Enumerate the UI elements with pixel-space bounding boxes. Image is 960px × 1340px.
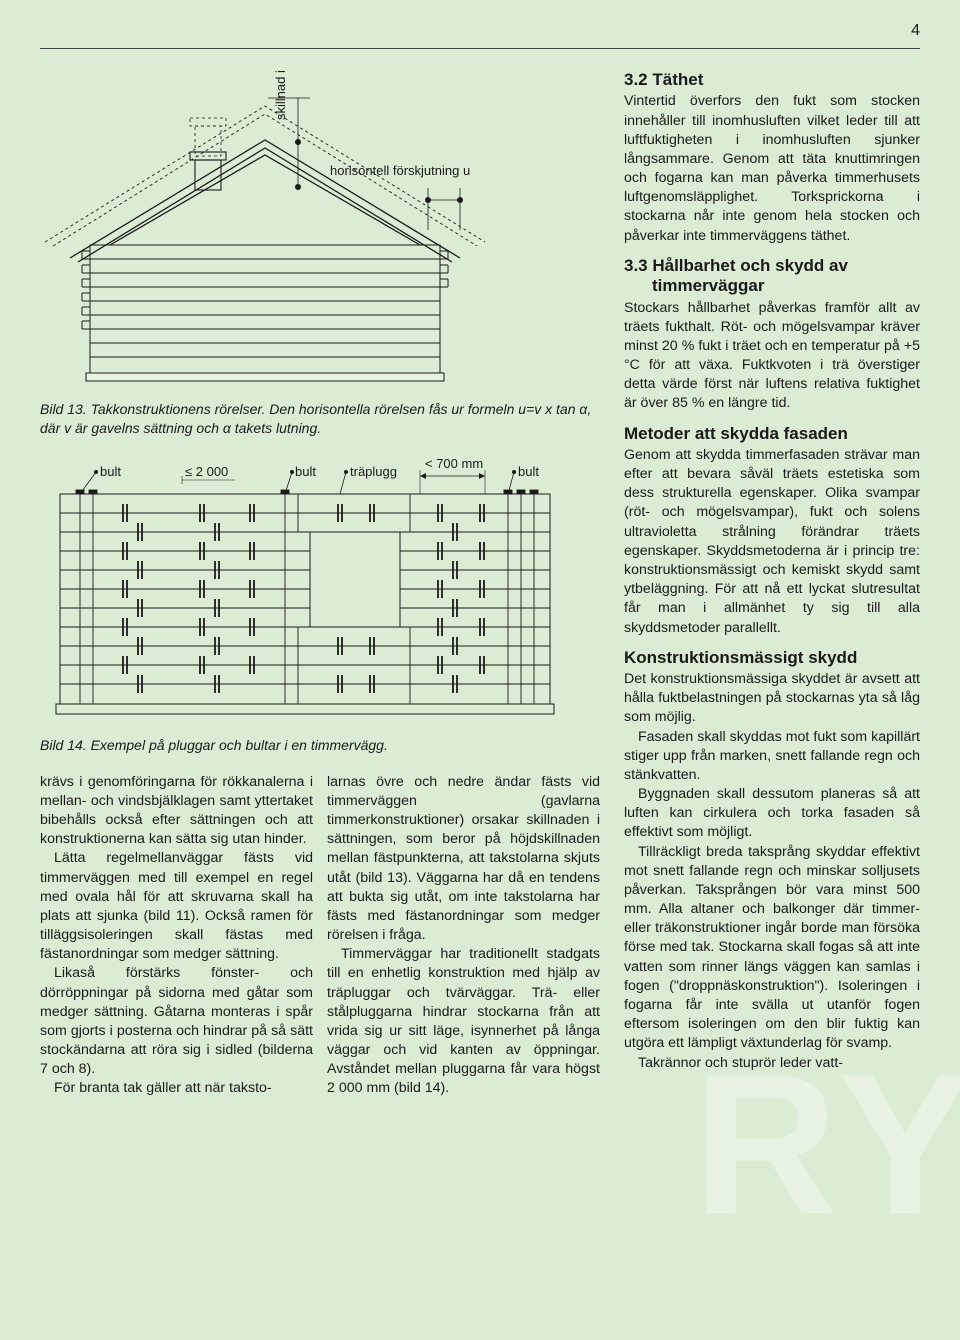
heading-3-3: 3.3 Hållbarhet och skydd av timmerväggar	[624, 256, 920, 297]
page-content: skillnad i sättning v horisontell förskj…	[40, 70, 920, 1320]
heading-konstruktion: Konstruktionsmässigt skydd	[624, 648, 920, 668]
heading-metoder: Metoder att skydda fasaden	[624, 424, 920, 444]
left-column: skillnad i sättning v horisontell förskj…	[40, 70, 600, 1320]
p: Vintertid överfors den fukt som stocken …	[624, 92, 920, 245]
p: Det konstruktionsmässiga skyddet är avse…	[624, 670, 920, 728]
caption-diagram1: Bild 13. Takkonstruktionens rörelser. De…	[40, 400, 600, 438]
label-plug: träplugg	[350, 464, 397, 479]
p: Fasaden skall skyddas mot fukt som kapil…	[624, 728, 920, 786]
bottom-text-columns: krävs i genomföringarna för rökkanalerna…	[40, 773, 600, 1099]
heading-3-2: 3.2 Täthet	[624, 70, 920, 90]
page-number: 4	[911, 22, 920, 40]
label-bult3: bult	[518, 464, 539, 479]
label-horizontal: horisontell förskjutning u	[330, 163, 470, 178]
diagram-wall: bult ≤ 2 000 bult träplugg < 700 mm bult	[40, 456, 600, 726]
p: Byggnaden skall dessutom planeras så att…	[624, 785, 920, 843]
p: Tillräckligt breda taksprång skyddar eff…	[624, 843, 920, 1054]
p: Stockars hållbarhet påverkas framför all…	[624, 299, 920, 414]
label-bult1: bult	[100, 464, 121, 479]
p: larnas övre och nedre ändar fästs vid ti…	[327, 773, 600, 946]
right-column: 3.2 Täthet Vintertid överfors den fukt s…	[624, 70, 920, 1320]
label-dim1: ≤ 2 000	[185, 464, 228, 479]
diagram-roof: skillnad i sättning v horisontell förskj…	[40, 70, 600, 390]
label-dim2: < 700 mm	[425, 456, 483, 471]
heading-line2: timmerväggar	[624, 276, 920, 296]
label-bult2: bult	[295, 464, 316, 479]
heading-line1: 3.3 Hållbarhet och skydd av	[624, 256, 848, 275]
p: Timmerväggar har traditionellt stadgats …	[327, 945, 600, 1098]
bottom-col-1: krävs i genomföringarna för rökkanalerna…	[40, 773, 313, 1099]
wall-svg: bult ≤ 2 000 bult träplugg < 700 mm bult	[40, 456, 600, 726]
p: Genom att skydda timmerfasaden strävar m…	[624, 446, 920, 638]
p: För branta tak gäller att när taksto-	[40, 1079, 313, 1098]
p: Likaså förstärks fönster- och dörröppnin…	[40, 964, 313, 1079]
bottom-col-2: larnas övre och nedre ändar fästs vid ti…	[327, 773, 600, 1099]
p: Lätta regelmellanväggar fästs vid timmer…	[40, 849, 313, 964]
caption-diagram2: Bild 14. Exempel på pluggar och bultar i…	[40, 736, 600, 755]
top-rule	[40, 48, 920, 49]
p: Takrännor och stuprör leder vatt-	[624, 1054, 920, 1073]
p: krävs i genomföringarna för rökkanalerna…	[40, 773, 313, 850]
roof-svg: skillnad i sättning v horisontell förskj…	[40, 70, 600, 390]
